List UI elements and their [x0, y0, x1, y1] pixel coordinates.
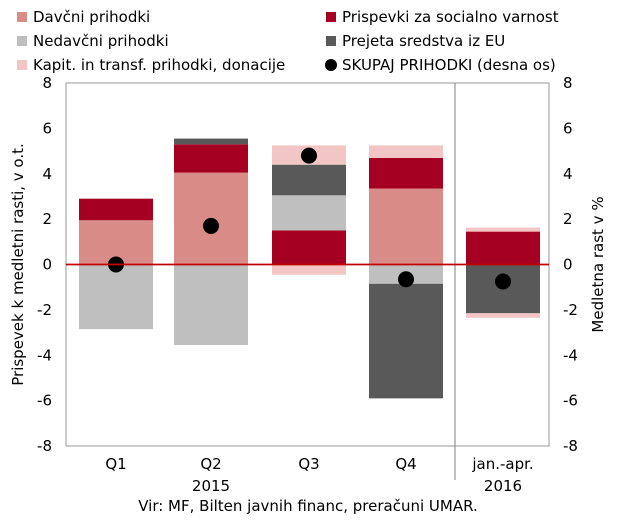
x-tick-label: Q2: [200, 455, 221, 473]
y-tick-label-right: -2: [563, 301, 578, 319]
y-tick-label-left: 4: [42, 165, 52, 183]
y-axis-title-right: Medletna rast v %: [589, 196, 607, 332]
y-tick-label-right: -8: [563, 437, 578, 455]
legend-label: SKUPAJ PRIHODKI (desna os): [342, 56, 556, 74]
legend-label: Davčni prihodki: [33, 8, 150, 26]
year-label: 2015: [192, 477, 230, 495]
total-revenue-point: [495, 273, 511, 290]
y-axis-title-left: Prispevek k medletni rasti, v o.t.: [9, 143, 27, 386]
y-tick-label-left: -8: [37, 437, 52, 455]
source-note: Vir: MF, Bilten javnih financ, preračuni…: [138, 497, 478, 515]
y-tick-label-right: 2: [563, 210, 573, 228]
bar-segment: [272, 264, 346, 275]
bar-segment: [369, 157, 443, 189]
total-revenue-point: [301, 147, 317, 164]
y-tick-label-left: 6: [42, 119, 52, 137]
bar-segment: [369, 188, 443, 265]
labels: Q1 Q2 Q3 Q4 jan.-apr. 2015 2016 Prispevek k med…: [9, 143, 607, 495]
bar-segment: [79, 198, 153, 221]
y-tick-label-left: -6: [37, 392, 52, 410]
bars: [79, 138, 540, 399]
y-tick-label-left: 8: [42, 74, 52, 92]
y-tick-label-right: 8: [563, 74, 573, 92]
legend-label: Kapit. in transf. prihodki, donacije: [33, 56, 285, 74]
y-tick-label-right: 4: [563, 165, 573, 183]
bar-segment: [272, 164, 346, 196]
x-tick-label: Q4: [395, 455, 416, 473]
legend-swatch: [17, 36, 27, 46]
y-tick-label-left: 0: [42, 256, 52, 274]
x-tick-label: Q3: [298, 455, 319, 473]
legend-label: Prejeta sredstva iz EU: [342, 32, 505, 50]
year-label: 2016: [484, 477, 522, 495]
legend-marker: [325, 59, 337, 71]
y-tick-label-left: 2: [42, 210, 52, 228]
legend-label: Prispevki za socialno varnost: [342, 8, 559, 26]
legend-label: Nedavčni prihodki: [33, 32, 169, 50]
total-revenue-point: [203, 217, 219, 234]
bar-segment: [79, 264, 153, 330]
bar-segment: [466, 313, 540, 318]
total-revenue-point: [398, 271, 414, 288]
bar-segment: [272, 230, 346, 265]
plot-frame: [65, 82, 550, 480]
bar-segment: [466, 227, 540, 232]
x-tick-label: jan.-apr.: [471, 455, 533, 473]
y-tick-label-right: 0: [563, 256, 573, 274]
ticks: 8 8 6 6 4 4 2 2 0 0 -2 -2 -4 -4 -6 -6 -8 -8: [37, 74, 578, 455]
y-tick-label-right: -4: [563, 346, 578, 364]
x-tick-label: Q1: [105, 455, 126, 473]
legend-swatch: [17, 60, 27, 70]
legend-swatch: [17, 12, 27, 22]
legend: Davčni prihodki Prispevki za socialno var…: [17, 8, 559, 74]
bar-segment: [174, 264, 248, 346]
bar-segment: [369, 283, 443, 399]
bar-segment: [466, 231, 540, 265]
y-tick-label-left: -4: [37, 346, 52, 364]
bar-segment: [174, 138, 248, 145]
y-tick-label-right: 6: [563, 119, 573, 137]
legend-swatch: [326, 12, 336, 22]
bar-segment: [272, 195, 346, 231]
y-tick-label-left: -2: [37, 301, 52, 319]
y-tick-label-right: -6: [563, 392, 578, 410]
legend-swatch: [326, 36, 336, 46]
bar-segment: [369, 145, 443, 158]
bar-segment: [174, 144, 248, 173]
